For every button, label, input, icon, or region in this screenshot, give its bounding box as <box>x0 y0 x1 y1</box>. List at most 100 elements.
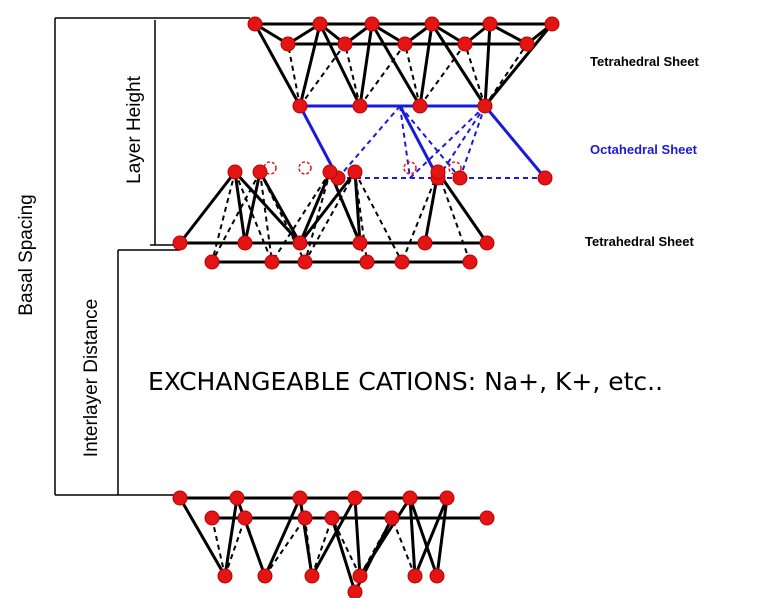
bond <box>318 23 362 107</box>
atom <box>430 164 446 180</box>
atom <box>462 254 478 270</box>
bond <box>287 43 301 107</box>
atom <box>397 36 413 52</box>
atom <box>352 98 368 114</box>
atom <box>384 510 400 526</box>
bond <box>264 517 306 577</box>
atom <box>519 36 535 52</box>
bond <box>401 171 439 263</box>
bond <box>337 105 401 179</box>
atom <box>537 170 553 186</box>
atom <box>544 16 560 32</box>
caption: EXCHANGEABLE CATIONS: Na+, K+, etc.. <box>148 367 663 396</box>
atom <box>292 98 308 114</box>
bond <box>178 171 237 244</box>
bond <box>459 105 486 179</box>
atom <box>457 36 473 52</box>
interlayer-label: Interlayer Distance <box>81 299 102 457</box>
bond <box>391 517 416 577</box>
bond <box>430 23 487 107</box>
bond <box>413 497 449 577</box>
basal-spacing-label: Basal Spacing <box>16 194 37 315</box>
atom <box>417 235 433 251</box>
atom <box>297 254 313 270</box>
dimension-lines <box>54 17 250 496</box>
atom <box>352 568 368 584</box>
atom <box>227 164 243 180</box>
bond <box>464 43 486 107</box>
atom <box>452 170 468 186</box>
atom <box>337 36 353 52</box>
bond <box>359 43 406 107</box>
atom <box>479 510 495 526</box>
atom <box>204 254 220 270</box>
structure <box>172 16 560 598</box>
layer-height-label: Layer Height <box>124 75 145 183</box>
bond <box>404 43 421 107</box>
bond <box>304 171 356 263</box>
bond <box>437 171 471 263</box>
bond <box>298 171 357 244</box>
atom <box>322 164 338 180</box>
atom <box>407 568 423 584</box>
atom <box>257 568 273 584</box>
atom <box>304 568 320 584</box>
atom <box>297 510 313 526</box>
bond <box>211 517 226 577</box>
atom <box>229 490 245 506</box>
atom <box>247 16 263 32</box>
atom <box>402 490 418 506</box>
bond <box>483 23 492 107</box>
bond <box>330 517 357 593</box>
bond <box>408 497 417 577</box>
atom <box>412 98 428 114</box>
bond <box>234 171 273 263</box>
bond <box>211 171 261 263</box>
bond <box>259 171 273 263</box>
atom <box>252 164 268 180</box>
atom <box>172 490 188 506</box>
bond <box>354 171 403 263</box>
bond <box>418 23 434 107</box>
sheet-label: Tetrahedral Sheet <box>585 234 695 249</box>
bond <box>436 171 489 244</box>
bond <box>409 105 486 179</box>
bond <box>304 171 331 263</box>
bond <box>398 105 440 179</box>
atom <box>292 490 308 506</box>
bond <box>311 517 333 577</box>
atom <box>424 16 440 32</box>
hollow-atom <box>298 161 312 175</box>
atom <box>347 490 363 506</box>
bond <box>399 105 411 179</box>
atom <box>482 16 498 32</box>
bond <box>244 517 266 577</box>
atom <box>172 235 188 251</box>
atom <box>280 36 296 52</box>
atom <box>477 98 493 114</box>
atom <box>324 510 340 526</box>
bond <box>178 497 227 577</box>
atom <box>359 254 375 270</box>
hollow-atom <box>448 161 462 175</box>
atom <box>439 490 455 506</box>
bond <box>243 171 262 244</box>
bond <box>344 43 361 107</box>
bond <box>370 23 422 107</box>
atom <box>364 16 380 32</box>
hollow-atom <box>403 161 417 175</box>
bond <box>223 497 239 577</box>
atom <box>347 584 363 598</box>
hollow-atom <box>263 161 277 175</box>
bond <box>299 43 346 107</box>
bond <box>483 23 554 107</box>
bond <box>484 43 528 107</box>
atom <box>394 254 410 270</box>
bond <box>399 105 461 179</box>
bond <box>483 105 547 179</box>
atom <box>312 16 328 32</box>
bond <box>211 171 236 263</box>
bond <box>408 497 439 577</box>
atom <box>429 568 445 584</box>
